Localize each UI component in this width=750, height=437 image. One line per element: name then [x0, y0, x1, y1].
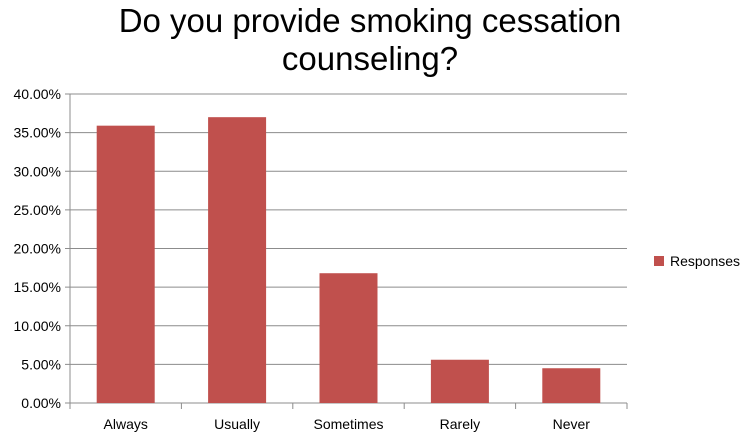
chart-title-line-1: Do you provide smoking cessation	[118, 2, 622, 39]
chart-title: Do you provide smoking cessation counsel…	[60, 2, 680, 78]
y-tick-label: 40.00%	[14, 86, 61, 102]
x-tick-label: Never	[553, 416, 591, 432]
y-tick-label: 15.00%	[14, 279, 61, 295]
bar	[319, 273, 378, 403]
x-tick-label: Rarely	[440, 416, 480, 432]
bar	[208, 117, 267, 404]
bar	[96, 125, 155, 404]
y-tick-label: 5.00%	[21, 356, 61, 372]
y-tick-label: 20.00%	[14, 241, 61, 257]
y-tick-label: 0.00%	[21, 395, 61, 411]
bar	[430, 359, 489, 403]
x-tick-label: Always	[104, 416, 148, 432]
x-tick-label: Sometimes	[313, 416, 383, 432]
y-tick-label: 10.00%	[14, 318, 61, 334]
y-tick-label: 35.00%	[14, 125, 61, 141]
legend-swatch	[654, 256, 664, 266]
chart-title-line-2: counseling?	[281, 40, 459, 77]
x-tick-label: Usually	[214, 416, 260, 432]
bar	[542, 368, 601, 403]
y-tick-label: 25.00%	[14, 202, 61, 218]
legend: Responses	[654, 253, 740, 269]
legend-label: Responses	[670, 253, 741, 269]
y-tick-label: 30.00%	[14, 163, 61, 179]
